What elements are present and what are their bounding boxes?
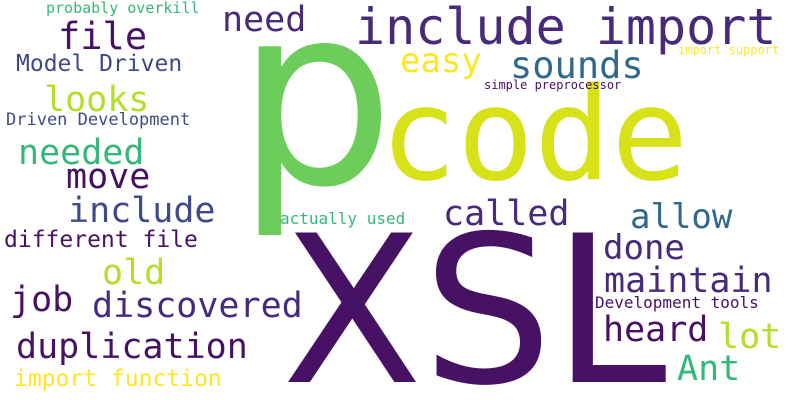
- word-include: include: [68, 191, 216, 231]
- word-need: need: [222, 0, 307, 40]
- word-driven-development: Driven Development: [6, 110, 191, 130]
- word-model-driven: Model Driven: [16, 51, 183, 77]
- word-xsl: XSL: [282, 193, 667, 400]
- word-duplication: duplication: [16, 327, 248, 367]
- word-called: called: [443, 194, 570, 234]
- word-sounds: sounds: [510, 44, 644, 87]
- word-ant: Ant: [677, 349, 741, 389]
- word-import-support: import support: [678, 43, 780, 57]
- word-development-tools: Development tools: [595, 293, 759, 312]
- word-allow: allow: [630, 197, 733, 237]
- word-probably-overkill: probably overkill: [46, 0, 200, 17]
- word-import-function: import function: [14, 366, 222, 392]
- word-lot: lot: [718, 317, 782, 357]
- word-looks: looks: [44, 80, 150, 120]
- word-needed: needed: [18, 133, 145, 173]
- word-include-import: include import: [355, 0, 777, 56]
- word-done: done: [603, 228, 685, 268]
- word-move: move: [66, 157, 151, 197]
- word-heard: heard: [603, 310, 709, 350]
- word-different-file: different file: [4, 227, 198, 253]
- word-maintain: maintain: [604, 261, 773, 301]
- word-old: old: [102, 253, 166, 293]
- word-easy: easy: [400, 41, 482, 81]
- word-file: file: [58, 15, 148, 58]
- word-discovered: discovered: [92, 286, 303, 326]
- word-job: job: [10, 280, 74, 320]
- word-actually-used: actually used: [280, 209, 406, 228]
- word-code: code: [380, 61, 689, 210]
- word-simple-preprocessor: simple preprocessor: [484, 78, 622, 92]
- word-p: p: [236, 0, 395, 242]
